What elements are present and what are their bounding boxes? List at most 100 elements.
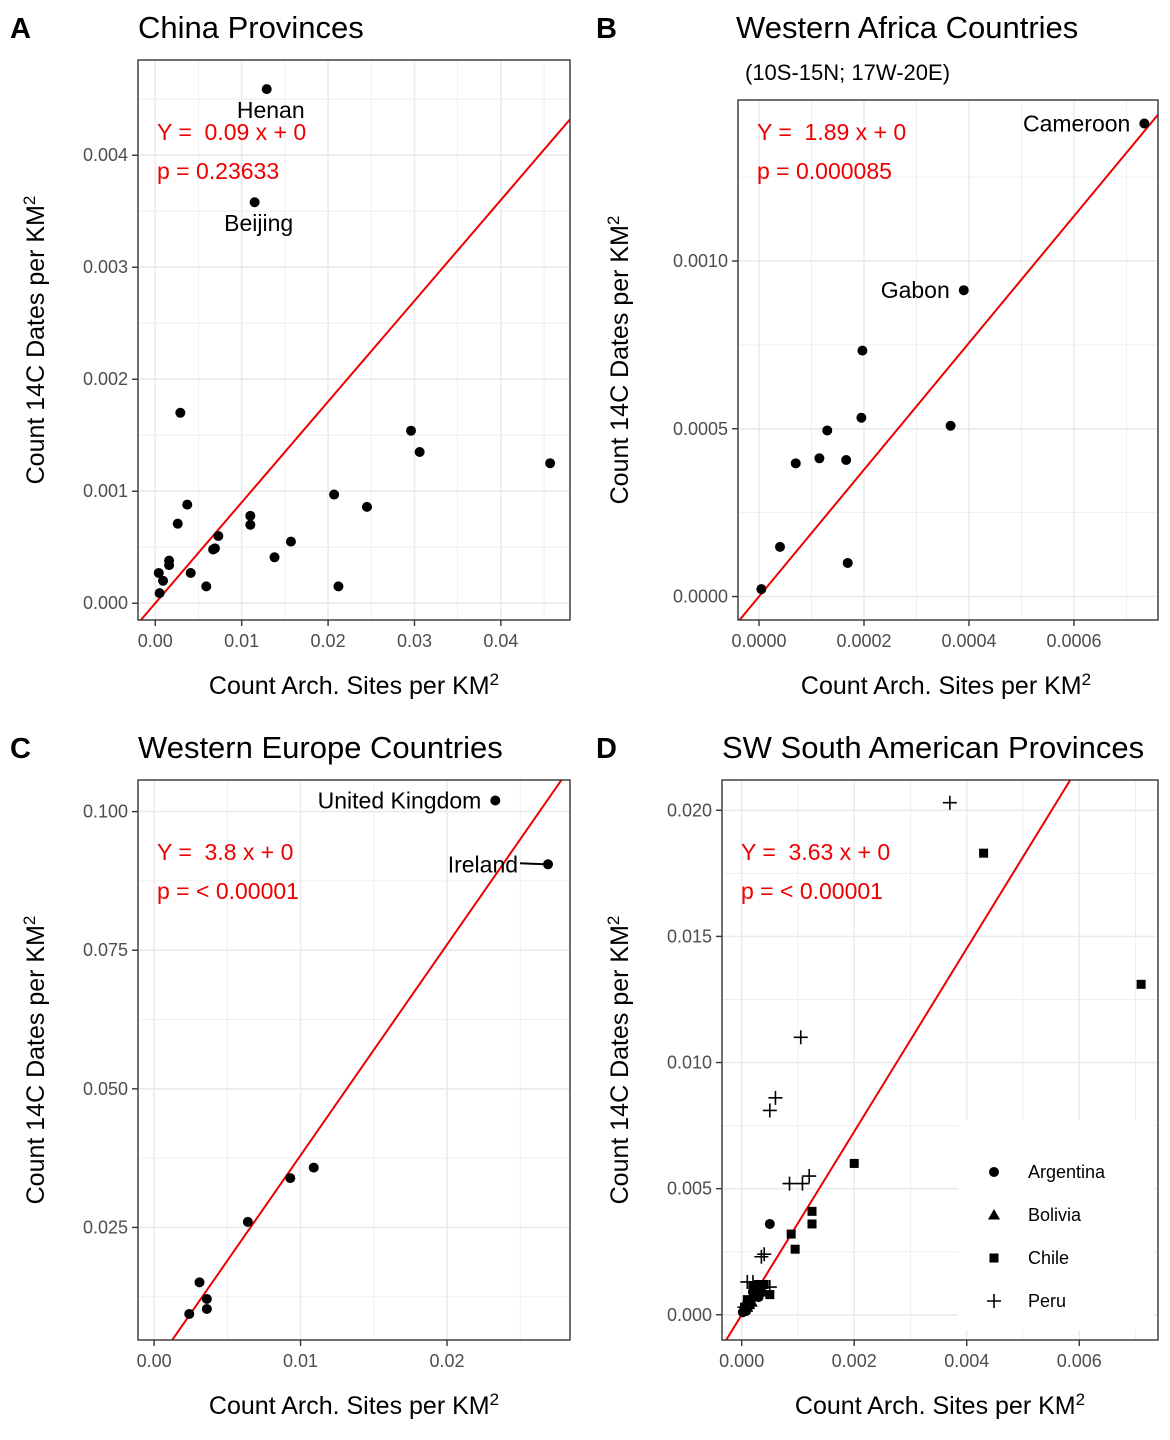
- y-tick-label: 0.000: [83, 593, 128, 613]
- panel-d: Argentina Bolivia Chile Peru Y = 3.63 x + 0 p…: [596, 730, 1159, 1421]
- data-point: [208, 544, 219, 555]
- data-point: [308, 1162, 319, 1173]
- x-tick-label: 0.02: [311, 631, 346, 651]
- legend-triangle-icon: [988, 1209, 1000, 1220]
- data-point: [857, 345, 868, 356]
- data-point: [759, 1280, 769, 1290]
- points: [737, 795, 1146, 1318]
- y-tick-label: 0.100: [83, 802, 128, 822]
- data-point: [786, 1229, 796, 1239]
- data-point: [751, 1287, 766, 1302]
- legend-square-icon: [989, 1253, 999, 1263]
- data-point: [751, 1292, 761, 1302]
- chart-title: Western Europe Countries: [138, 730, 503, 765]
- y-axis-label: Count 14C Dates per KM2: [604, 216, 635, 505]
- panel-border: [737, 99, 1159, 621]
- data-point: [1136, 979, 1146, 989]
- data-point: [737, 1300, 752, 1315]
- data-point: [756, 584, 767, 595]
- grid: [138, 60, 570, 620]
- data-point: [743, 1292, 758, 1307]
- data-point: [184, 1308, 195, 1319]
- points: [153, 84, 556, 599]
- y-tick-label: 0.025: [83, 1217, 128, 1237]
- regression-equation: Y = 1.89 x + 0: [757, 119, 906, 145]
- panel-letter: C: [10, 733, 31, 765]
- points: [756, 118, 1150, 595]
- data-point: [185, 567, 196, 578]
- p-value: p = 0.000085: [757, 158, 892, 184]
- data-point: [201, 581, 212, 592]
- regression-line: [139, 118, 570, 620]
- data-point: [154, 588, 165, 599]
- point-label: United Kingdom: [318, 788, 482, 814]
- data-point: [175, 407, 186, 418]
- data-point: [790, 1244, 800, 1254]
- data-point: [793, 1030, 808, 1045]
- data-point: [361, 501, 372, 512]
- legend-label-peru: Peru: [1028, 1291, 1066, 1311]
- data-point: [182, 499, 193, 510]
- y-axis-label: Count 14C Dates per KM2: [604, 916, 635, 1205]
- x-tick-label: 0.0000: [731, 631, 786, 651]
- data-point: [856, 412, 867, 423]
- regression-equation: Y = 3.63 x + 0: [741, 839, 890, 865]
- y-tick-label: 0.000: [667, 1305, 712, 1325]
- x-tick-label: 0.0004: [941, 631, 996, 651]
- x-axis-label: Count Arch. Sites per KM2: [209, 670, 499, 701]
- data-point: [754, 1249, 769, 1264]
- legend: Argentina Bolivia Chile Peru: [958, 1120, 1154, 1330]
- data-point: [807, 1219, 817, 1229]
- y-tick-label: 0.0010: [673, 251, 728, 271]
- y-tick-label: 0.020: [667, 800, 712, 820]
- data-point: [285, 536, 296, 547]
- x-tick-label: 0.006: [1057, 1351, 1102, 1371]
- data-point: [329, 489, 340, 500]
- panel-c: United Kingdom Ireland Y = 3.8 x + 0 p = < …: [10, 730, 571, 1420]
- plot-background: [738, 100, 1158, 620]
- p-value: p = < 0.00001: [157, 878, 299, 904]
- data-point: [490, 795, 501, 806]
- y-tick-label: 0.0000: [673, 587, 728, 607]
- x-axis-label: Count Arch. Sites per KM2: [795, 1390, 1085, 1421]
- data-point: [754, 1280, 764, 1290]
- chart-title: China Provinces: [138, 10, 364, 45]
- x-tick-label: 0.00: [137, 1351, 172, 1371]
- data-point: [849, 1158, 859, 1168]
- data-point: [545, 458, 556, 469]
- legend-plus-icon: [987, 1294, 1001, 1308]
- x-tick-label: 0.002: [832, 1351, 877, 1371]
- panel-letter: D: [596, 733, 617, 765]
- point-label: Beijing: [224, 210, 293, 236]
- panel-border: [137, 59, 571, 621]
- y-tick-label: 0.003: [83, 257, 128, 277]
- data-point: [740, 1274, 755, 1289]
- data-point: [543, 859, 554, 870]
- data-point: [285, 1173, 296, 1184]
- data-point: [164, 560, 175, 571]
- data-point: [814, 453, 825, 464]
- data-point: [201, 1303, 212, 1314]
- data-point: [768, 1090, 783, 1105]
- panel-b: Cameroon Gabon Y = 1.89 x + 0 p = 0.000085 0…: [596, 10, 1159, 700]
- data-point: [762, 1103, 777, 1118]
- y-tick-label: 0.0005: [673, 419, 728, 439]
- data-point: [762, 1280, 777, 1295]
- data-point: [822, 425, 833, 436]
- data-point: [765, 1290, 775, 1300]
- y-tick-label: 0.005: [667, 1179, 712, 1199]
- data-point: [775, 541, 785, 552]
- panel-border: [137, 779, 571, 1341]
- data-point: [942, 795, 957, 810]
- chart-title: SW South American Provinces: [722, 730, 1144, 765]
- chart-subtitle: (10S-15N; 17W-20E): [745, 60, 950, 85]
- point-label: Ireland: [448, 851, 518, 877]
- data-point: [790, 458, 801, 469]
- data-point: [245, 510, 256, 521]
- data-point: [1139, 118, 1150, 129]
- panel-border: [721, 779, 1159, 1341]
- data-point: [795, 1176, 810, 1191]
- data-point: [414, 447, 425, 457]
- chart-title: Western Africa Countries: [736, 10, 1078, 45]
- data-point: [194, 1277, 205, 1288]
